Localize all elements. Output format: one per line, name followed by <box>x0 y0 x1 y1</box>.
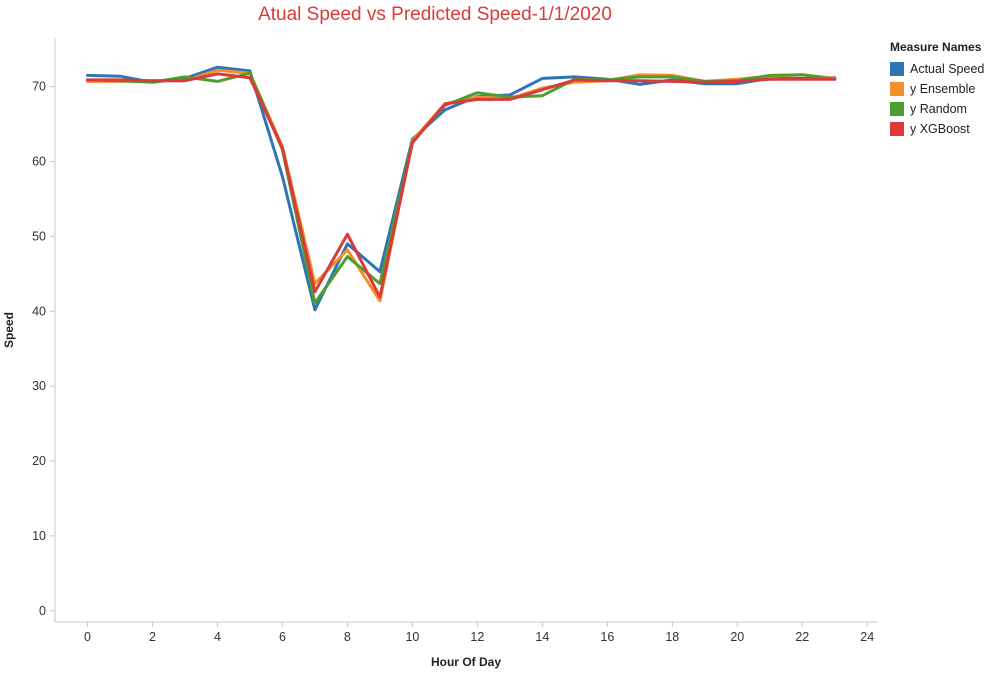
x-tick-label: 12 <box>470 630 484 644</box>
legend-label: Actual Speed <box>910 62 985 76</box>
y-axis-label: Speed <box>2 312 16 348</box>
legend-title: Measure Names <box>890 40 982 54</box>
chart-title: Atual Speed vs Predicted Speed-1/1/2020 <box>258 4 612 25</box>
legend-swatch <box>890 122 904 136</box>
x-tick-label: 4 <box>214 630 221 644</box>
y-tick-label: 70 <box>32 80 46 94</box>
x-tick-label: 10 <box>405 630 419 644</box>
legend-swatch <box>890 82 904 96</box>
y-tick-label: 60 <box>32 155 46 169</box>
legend: Measure Names Actual Speed y Ensemble y Ra… <box>890 40 984 139</box>
y-tick-label: 50 <box>32 229 46 243</box>
y-tick-label: 10 <box>32 529 46 543</box>
y-tick-label: 0 <box>39 604 46 618</box>
y-tick-label: 30 <box>32 379 46 393</box>
legend-swatch <box>890 62 904 76</box>
legend-item[interactable]: y Ensemble <box>890 79 984 99</box>
series-line-y-random <box>86 71 837 305</box>
x-tick-label: 20 <box>730 630 744 644</box>
legend-label: y XGBoost <box>910 122 970 136</box>
series-line-y-ensemble <box>86 68 837 303</box>
legend-item[interactable]: Actual Speed <box>890 59 984 79</box>
x-tick-label: 22 <box>795 630 809 644</box>
series-line-y-xgboost <box>86 72 837 299</box>
y-tick-label: 20 <box>32 454 46 468</box>
legend-item[interactable]: y XGBoost <box>890 119 984 139</box>
legend-swatch <box>890 102 904 116</box>
x-tick-label: 6 <box>279 630 286 644</box>
series-line-actual-speed <box>86 65 837 312</box>
y-tick-label: 40 <box>32 304 46 318</box>
x-tick-label: 18 <box>665 630 679 644</box>
x-tick-label: 14 <box>535 630 549 644</box>
legend-label: y Ensemble <box>910 82 976 96</box>
x-tick-label: 2 <box>149 630 156 644</box>
x-tick-label: 8 <box>344 630 351 644</box>
legend-label: y Random <box>910 102 967 116</box>
x-tick-label: 16 <box>600 630 614 644</box>
x-tick-label: 0 <box>84 630 91 644</box>
x-axis-label: Hour Of Day <box>431 655 501 669</box>
legend-item[interactable]: y Random <box>890 99 984 119</box>
series-lines <box>86 65 837 312</box>
x-tick-label: 24 <box>860 630 874 644</box>
